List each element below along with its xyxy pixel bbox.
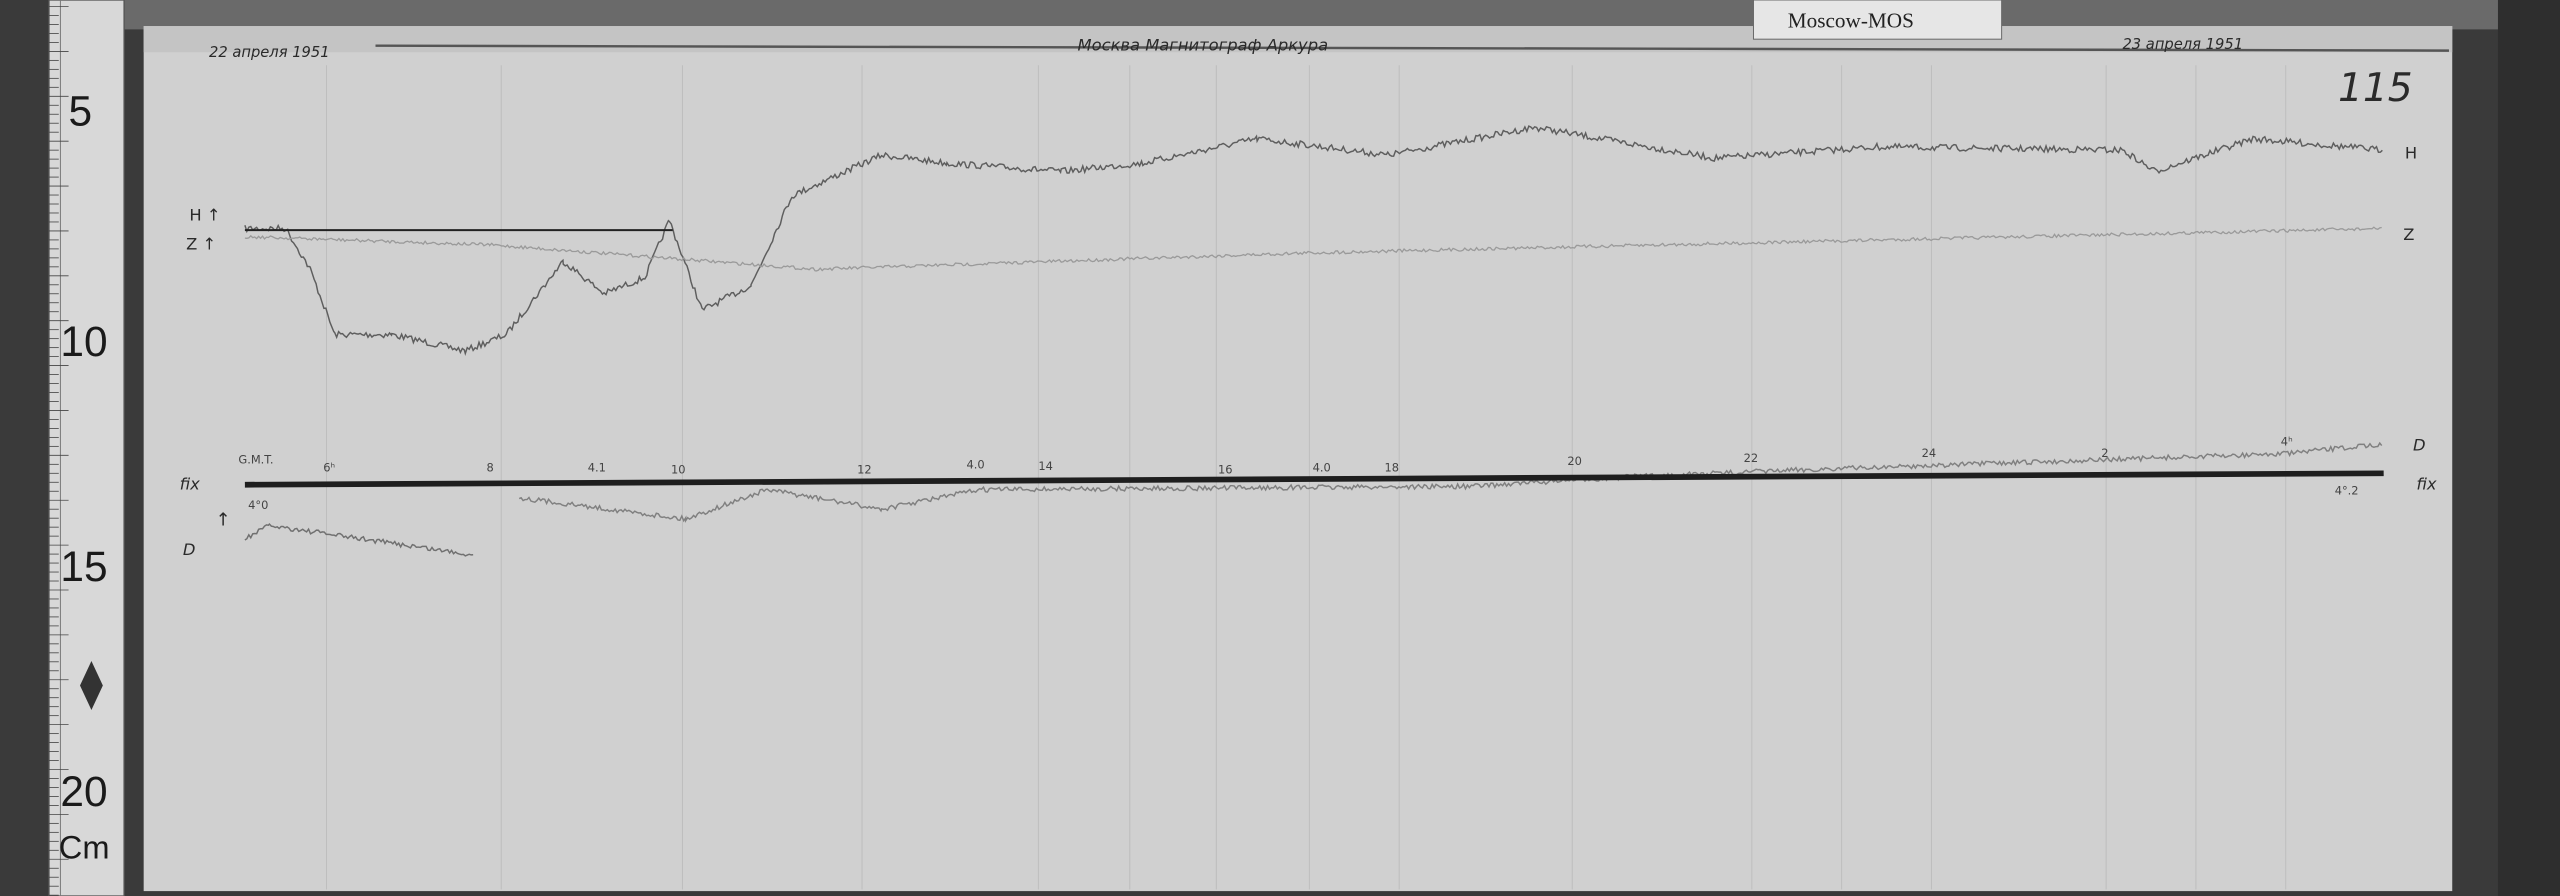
hour-8: 8	[487, 461, 494, 475]
right-label-z: Z	[2403, 225, 2414, 244]
right-label-h: H	[2405, 143, 2417, 162]
ruler	[48, 0, 125, 896]
right-label-base: fix	[2416, 475, 2437, 494]
hour-12: 12	[857, 462, 872, 476]
ruler-unit: Cm	[59, 828, 110, 865]
d-trace-segment-1	[244, 522, 474, 557]
ruler-mark-20: 20	[60, 768, 107, 815]
traces	[244, 125, 2383, 557]
gmt-label: G.M.T.	[238, 453, 273, 467]
z-trace	[244, 226, 2382, 272]
left-label-base: fix	[180, 475, 201, 494]
top-strip	[122, 0, 2507, 30]
start-value: 4°0	[248, 498, 268, 512]
sheet-number: 115	[2338, 66, 2413, 111]
left-label-h: H ↑	[189, 205, 220, 224]
date-right: 23 апреля 1951	[2122, 36, 2243, 53]
hour-6: 6ʰ	[323, 461, 335, 475]
left-label-z: Z ↑	[186, 235, 216, 254]
label-card	[1752, 0, 2003, 40]
hour-14: 14	[1038, 459, 1053, 473]
ruler-ticks	[48, 6, 69, 896]
ruler-mark-15: 15	[60, 543, 107, 590]
h-trace	[244, 125, 2383, 357]
temp-2: 4.0	[967, 457, 985, 471]
hour-24: 24	[1922, 446, 1937, 460]
end-value: 4°.2	[2335, 484, 2359, 498]
date-left: 22 апреля 1951	[209, 44, 330, 61]
hour-16: 16	[1218, 462, 1233, 476]
temp-3: 4.0	[1313, 461, 1331, 475]
hour-18: 18	[1384, 461, 1399, 475]
hour-2: 2	[2101, 446, 2108, 460]
temp-1: 4.1	[588, 461, 606, 475]
left-label-d: D	[183, 540, 196, 559]
label-card-text: Moscow-MOS	[1788, 9, 1914, 33]
hour-22: 22	[1744, 451, 1759, 465]
d-trace-segment-2	[518, 441, 2383, 524]
right-dark-edge	[2497, 0, 2560, 896]
hour-20: 20	[1567, 454, 1582, 468]
hour-4: 4ʰ	[2281, 435, 2293, 449]
baseline-trace	[244, 470, 2384, 488]
hour-10: 10	[671, 462, 686, 476]
paper-fold	[375, 44, 2449, 52]
magnetogram-paper	[143, 26, 2453, 892]
ruler-mark-5: 5	[69, 88, 93, 135]
chart-title: Москва Магнитограф Аркура	[1078, 36, 1329, 55]
left-label-d-arrow: ↑	[216, 510, 231, 531]
right-label-d: D	[2413, 435, 2426, 454]
ruler-mark-10: 10	[60, 318, 107, 365]
